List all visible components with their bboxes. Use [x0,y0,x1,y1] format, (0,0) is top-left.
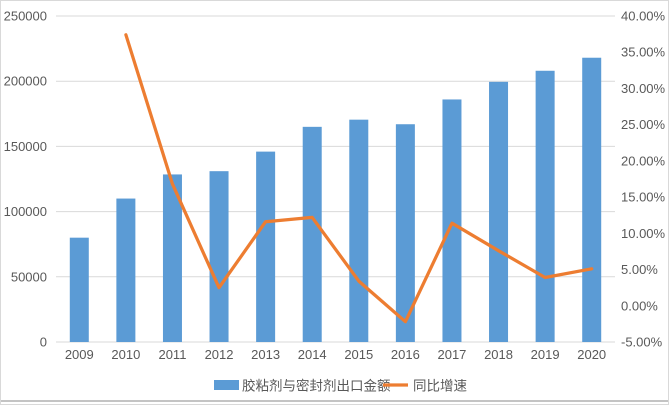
x-axis-label: 2013 [251,347,280,362]
x-axis-label: 2016 [391,347,420,362]
bar-2018 [489,81,509,343]
x-axis-label: 2010 [111,347,140,362]
x-axis-label: 2020 [577,347,606,362]
bar-2010 [116,198,136,342]
bar-2015 [349,119,369,342]
left-axis-tick: 0 [40,335,47,350]
x-axis-label: 2019 [531,347,560,362]
bar-2019 [535,70,555,342]
left-axis-tick: 100000 [4,204,47,219]
legend-line-label: 同比增速 [413,379,467,394]
x-axis-label: 2009 [65,347,94,362]
right-axis-tick: -5.00% [621,335,663,350]
bar-2020 [582,57,602,343]
right-axis-tick: 20.00% [621,153,666,168]
x-axis-label: 2015 [344,347,373,362]
x-axis-label: 2017 [437,347,466,362]
right-axis-tick: 40.00% [621,9,666,24]
x-axis-label: 2018 [484,347,513,362]
bar-2013 [256,151,276,342]
bar-2011 [162,174,182,342]
left-axis-tick: 200000 [4,74,47,89]
x-axis-label: 2014 [298,347,327,362]
x-axis-label: 2011 [158,347,186,362]
left-axis-tick: 50000 [11,269,47,284]
right-axis-tick: 30.00% [621,81,666,96]
bar-2014 [302,126,322,342]
legend-bar-swatch [214,380,239,390]
left-axis-tick: 250000 [4,9,47,24]
bar-2016 [395,124,415,343]
right-axis-tick: 35.00% [621,45,666,60]
bar-2012 [209,171,229,342]
x-axis-label: 2012 [205,347,234,362]
bar-2009 [69,237,89,342]
bar-2017 [442,99,462,343]
right-axis-tick: 15.00% [621,190,666,205]
left-axis-tick: 150000 [4,139,47,154]
growth-line [124,33,594,324]
right-axis-tick: 5.00% [621,262,658,277]
right-axis-tick: 25.00% [621,117,666,132]
legend-bar-label: 胶粘剂与密封剂出口金额 [242,378,391,394]
right-axis-tick: 0.00% [621,298,658,313]
right-axis-tick: 10.00% [621,226,666,241]
bottom-rule [1,400,668,402]
